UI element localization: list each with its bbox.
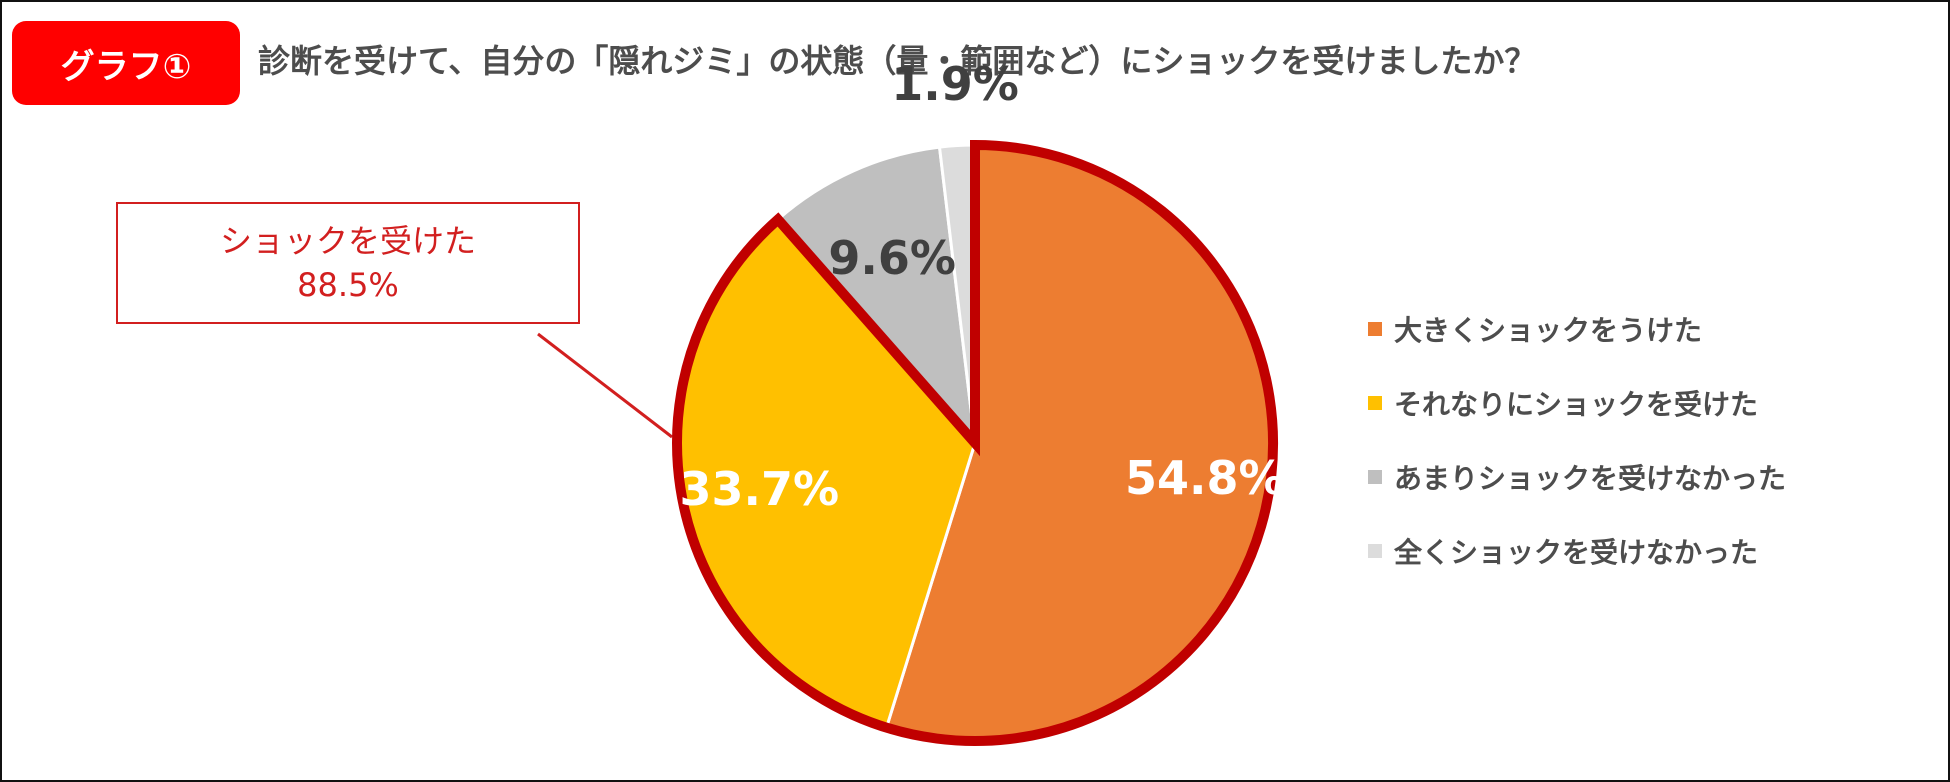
shocked-callout-box: ショックを受けた 88.5%	[116, 202, 580, 324]
legend-item: あまりショックを受けなかった	[1368, 440, 1786, 514]
legend-item: 大きくショックをうけた	[1368, 292, 1786, 366]
graph-badge: グラフ①	[12, 21, 240, 105]
legend-swatch	[1368, 470, 1382, 484]
callout-leader-line	[537, 332, 673, 439]
callout-label: ショックを受けた	[219, 222, 476, 260]
question-title: 診断を受けて、自分の「隠れジミ」の状態（量・範囲など）にショックを受けましたか？	[258, 42, 1537, 80]
legend: 大きくショックをうけた それなりにショックを受けた あまりショックを受けなかった…	[1368, 292, 1786, 588]
callout-value: 88.5%	[297, 266, 399, 304]
data-label: 33.7%	[680, 462, 840, 516]
legend-swatch	[1368, 396, 1382, 410]
data-label: 54.8%	[1125, 451, 1285, 505]
legend-swatch	[1368, 322, 1382, 336]
slice-little-shock	[775, 145, 978, 448]
legend-label: あまりショックを受けなかった	[1394, 462, 1787, 495]
legend-label: 大きくショックをうけた	[1394, 314, 1703, 347]
shocked-highlight-outline	[672, 139, 1278, 746]
data-label: 9.6%	[828, 231, 956, 285]
data-label: 1.9%	[891, 57, 1019, 111]
legend-item: 全くショックを受けなかった	[1368, 514, 1786, 588]
legend-item: それなりにショックを受けた	[1368, 366, 1786, 440]
legend-label: それなりにショックを受けた	[1394, 388, 1759, 421]
legend-label: 全くショックを受けなかった	[1394, 536, 1759, 569]
legend-swatch	[1368, 544, 1382, 558]
